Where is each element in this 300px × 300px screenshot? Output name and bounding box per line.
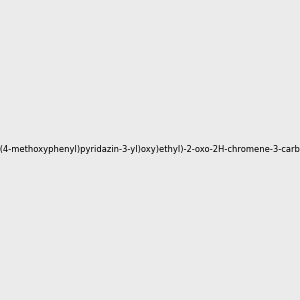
Text: N-(2-((6-(4-methoxyphenyl)pyridazin-3-yl)oxy)ethyl)-2-oxo-2H-chromene-3-carboxam: N-(2-((6-(4-methoxyphenyl)pyridazin-3-yl… [0, 146, 300, 154]
